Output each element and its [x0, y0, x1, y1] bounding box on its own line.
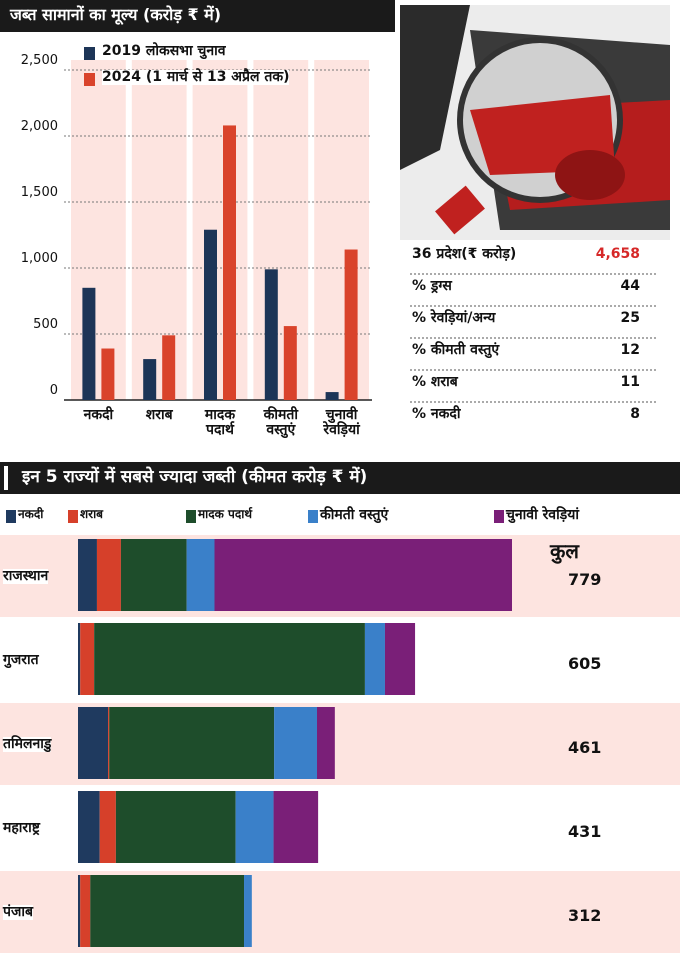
table-label: % नकदी — [412, 406, 461, 422]
column-background — [192, 60, 248, 400]
bar-segment — [96, 539, 121, 611]
table-label: % शराब — [412, 374, 458, 390]
x-tick-label: नकदी — [83, 407, 114, 423]
bar-segment — [94, 623, 365, 695]
bar-segment — [317, 707, 335, 779]
total-value: 431 — [568, 822, 602, 841]
title-accent — [4, 466, 8, 490]
y-tick-label: 2,500 — [20, 53, 58, 68]
legend-swatch — [494, 510, 504, 523]
totals-header: कुल — [550, 539, 579, 563]
table-background — [405, 243, 663, 441]
bar — [143, 359, 157, 400]
bar-segment — [186, 539, 215, 611]
table-label: 36 प्रदेश(₹ करोड़) — [412, 246, 517, 262]
legend-label: मादक पदार्थ — [198, 507, 253, 521]
bar-segment — [78, 707, 109, 779]
x-tick-label: मादक पदार्थ — [204, 407, 236, 439]
table-label: % कीमती वस्तुएं — [412, 342, 500, 358]
column-background — [71, 60, 126, 400]
table-value: 25 — [620, 310, 640, 326]
illustration — [400, 5, 670, 240]
total-value: 605 — [568, 654, 602, 673]
bar-segment — [115, 791, 236, 863]
legend-swatch — [186, 510, 196, 523]
category-label: महाराष्ट्र — [3, 820, 40, 837]
title-bar — [0, 462, 680, 494]
bar-segment — [384, 623, 416, 695]
column-background — [314, 60, 369, 400]
column-background — [131, 60, 187, 400]
total-value: 312 — [568, 906, 602, 925]
table-value: 12 — [620, 342, 640, 358]
bar — [204, 229, 217, 400]
bar-segment — [274, 707, 318, 779]
bar — [264, 269, 278, 400]
table-value: 4,658 — [595, 246, 640, 262]
column-background — [253, 60, 309, 400]
chart-title: जब्त सामानों का मूल्य (करोड़ ₹ में) — [10, 5, 222, 24]
bar-segment — [364, 623, 385, 695]
table-value: 8 — [630, 406, 640, 422]
bar-segment — [90, 875, 245, 947]
bar — [325, 392, 339, 400]
legend-swatch — [6, 510, 16, 523]
bar — [82, 287, 96, 400]
x-tick-label: शराब — [145, 407, 173, 423]
title-bar — [0, 0, 395, 32]
bar — [101, 348, 115, 400]
chart-title: इन 5 राज्यों में सबसे ज्यादा जब्ती (कीमत… — [22, 467, 368, 487]
legend-swatch — [84, 73, 95, 86]
y-tick-label: 2,000 — [20, 119, 58, 134]
legend-label: कीमती वस्तुएं — [320, 507, 389, 523]
y-tick-label: 1,500 — [20, 185, 58, 200]
table-label: % रेवड़ियां/अन्य — [412, 310, 496, 326]
bar — [223, 125, 236, 400]
bar-segment — [78, 791, 100, 863]
table-value: 11 — [620, 374, 640, 390]
bar-segment — [78, 623, 81, 695]
bar-segment — [244, 875, 252, 947]
bar-segment — [80, 875, 91, 947]
bar — [162, 335, 176, 400]
bar-segment — [109, 707, 275, 779]
bar — [283, 326, 297, 400]
bar — [344, 249, 358, 400]
legend-swatch — [84, 47, 95, 60]
legend-swatch — [68, 510, 78, 523]
bar-segment — [120, 539, 187, 611]
legend-label: 2019 लोकसभा चुनाव — [102, 43, 226, 60]
category-label: पंजाब — [3, 904, 33, 921]
x-tick-label: चुनावी रेवड़ियां — [323, 407, 360, 439]
x-tick-label: कीमती वस्तुएं — [263, 407, 298, 439]
legend-swatch — [308, 510, 318, 523]
legend-label: चुनावी रेवड़ियां — [506, 507, 579, 523]
bar-segment — [78, 875, 81, 947]
bar-segment — [78, 539, 97, 611]
total-value: 779 — [568, 570, 602, 589]
category-label: गुजरात — [3, 652, 39, 669]
bar-segment — [273, 791, 319, 863]
bar-segment — [235, 791, 274, 863]
bar-segment — [214, 539, 512, 611]
y-tick-label: 1,000 — [20, 251, 58, 266]
legend-label: 2024 (1 मार्च से 13 अप्रैल तक) — [102, 69, 290, 86]
total-value: 461 — [568, 738, 602, 757]
y-tick-label: 0 — [49, 383, 58, 398]
table-label: % ड्रग्स — [412, 278, 452, 294]
category-label: तमिलनाडु — [3, 736, 52, 753]
table-value: 44 — [620, 278, 640, 294]
bar-segment — [99, 791, 116, 863]
category-label: राजस्थान — [3, 568, 49, 585]
bar-segment — [108, 707, 110, 779]
legend-label: नकदी — [18, 507, 44, 521]
y-tick-label: 500 — [33, 317, 58, 332]
legend-label: शराब — [80, 507, 104, 521]
bar-segment — [80, 623, 95, 695]
